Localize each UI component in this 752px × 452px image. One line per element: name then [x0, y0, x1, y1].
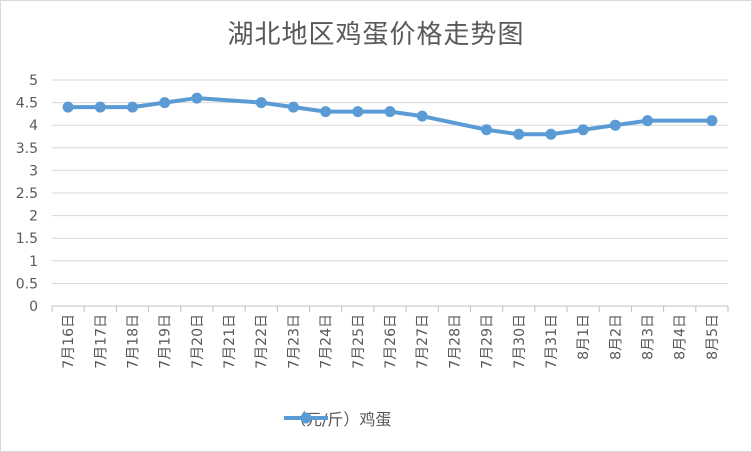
x-tick-label: 7月31日 — [544, 314, 560, 369]
data-point — [384, 106, 396, 118]
data-point — [416, 110, 428, 122]
legend-label: （元/斤）鸡蛋 — [290, 410, 392, 429]
legend-marker — [284, 412, 328, 424]
y-tick-label: 0 — [29, 299, 38, 315]
data-point — [191, 92, 203, 104]
y-tick-label: 4.5 — [16, 96, 38, 112]
x-tick-label: 7月17日 — [93, 314, 109, 369]
x-tick-label: 7月20日 — [190, 314, 206, 369]
data-point — [62, 101, 74, 113]
x-tick-label: 7月24日 — [319, 314, 335, 369]
x-tick-label: 8月5日 — [705, 314, 721, 360]
x-tick-label: 7月30日 — [512, 314, 528, 369]
x-tick-label: 7月23日 — [286, 314, 302, 369]
x-tick-label: 7月16日 — [61, 314, 77, 369]
series-layer — [62, 92, 718, 140]
x-tick-label: 8月4日 — [673, 314, 689, 360]
data-point — [545, 128, 557, 140]
y-tick-label: 3.5 — [16, 141, 38, 157]
x-tick-label: 7月18日 — [125, 314, 141, 369]
x-tick-labels: 7月16日 7月17日 7月18日 7月19日 7月20日 7月21日 7月22日 7月23日… — [61, 314, 721, 369]
data-point — [352, 106, 364, 118]
legend: （元/斤）鸡蛋 — [282, 408, 392, 429]
y-tick-label: 1.5 — [16, 231, 38, 247]
x-tick-label: 7月21日 — [222, 314, 238, 369]
y-tick-labels: 0 0.5 1 1.5 2 2.5 3 3.5 4 4.5 5 — [16, 73, 38, 315]
data-point — [94, 101, 106, 113]
data-point — [159, 97, 171, 109]
y-tick-label: 3 — [29, 163, 38, 179]
y-tick-label: 5 — [29, 73, 38, 89]
x-tick-label: 7月29日 — [480, 314, 496, 369]
x-tick-label: 8月2日 — [608, 314, 624, 360]
data-point — [481, 124, 493, 136]
data-point — [126, 101, 138, 113]
x-tick-label: 7月22日 — [254, 314, 270, 369]
y-tick-label: 2.5 — [16, 186, 38, 202]
x-tick-label: 8月3日 — [641, 314, 657, 360]
data-point — [642, 115, 654, 127]
x-tick-label: 7月19日 — [158, 314, 174, 369]
x-tick-label: 7月25日 — [351, 314, 367, 369]
data-point — [255, 97, 267, 109]
data-point — [609, 119, 621, 131]
data-point — [577, 124, 589, 136]
y-tick-label: 4 — [29, 118, 38, 134]
x-tick-label: 8月1日 — [576, 314, 592, 360]
data-point — [320, 106, 332, 118]
x-tick-label: 7月26日 — [383, 314, 399, 369]
data-point — [513, 128, 525, 140]
axes — [51, 305, 729, 312]
y-tick-label: 1 — [29, 254, 38, 270]
data-point — [287, 101, 299, 113]
x-tick-label: 7月28日 — [447, 314, 463, 369]
gridlines — [52, 79, 728, 284]
y-tick-label: 0.5 — [16, 276, 38, 292]
y-tick-label: 2 — [29, 209, 38, 225]
data-point — [706, 115, 718, 127]
x-tick-label: 7月27日 — [415, 314, 431, 369]
chart-title: 湖北地区鸡蛋价格走势图 — [227, 20, 525, 50]
